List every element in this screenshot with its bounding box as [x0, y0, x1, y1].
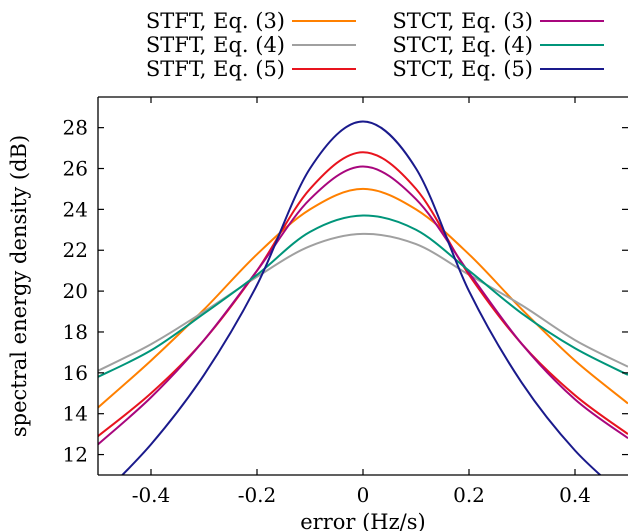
y-tick-label: 28 — [63, 116, 88, 140]
y-tick-label: 16 — [63, 361, 88, 385]
series-line — [98, 232, 628, 372]
y-tick-label: 12 — [63, 443, 88, 467]
legend: STFT, Eq. (3)STFT, Eq. (4)STFT, Eq. (5) S… — [146, 9, 604, 81]
legend-label: STFT, Eq. (3) — [146, 9, 285, 33]
series-line — [98, 165, 628, 446]
y-tick-label: 18 — [63, 320, 88, 344]
y-tick-label: 20 — [63, 279, 88, 303]
series-line — [98, 151, 628, 437]
legend-label: STCT, Eq. (5) — [392, 57, 533, 81]
legend-label: STCT, Eq. (3) — [392, 9, 533, 33]
x-tick-label: 0.2 — [453, 483, 485, 507]
x-tick-label: -0.4 — [132, 483, 171, 507]
y-tick-label: 22 — [63, 238, 88, 262]
series-layer — [98, 120, 628, 475]
axes: 12 14 16 18 20 22 24 26 28 -0.4 -0.2 0 0.2 0.4 — [63, 96, 628, 507]
y-tick-label: 26 — [63, 157, 88, 181]
x-axis-label: error (Hz/s) — [300, 510, 425, 531]
legend-label: STFT, Eq. (5) — [146, 57, 285, 81]
x-tick-label: 0 — [357, 483, 370, 507]
y-axis-label: spectral energy density (dB) — [7, 135, 31, 437]
series-line — [120, 120, 602, 475]
x-tick-label: 0.4 — [559, 483, 591, 507]
legend-label: STFT, Eq. (4) — [146, 33, 285, 57]
x-tick-label: -0.2 — [238, 483, 277, 507]
y-tick-label: 24 — [63, 197, 88, 221]
y-tick-label: 14 — [63, 402, 88, 426]
series-line — [98, 214, 628, 378]
legend-label: STCT, Eq. (4) — [392, 33, 533, 57]
